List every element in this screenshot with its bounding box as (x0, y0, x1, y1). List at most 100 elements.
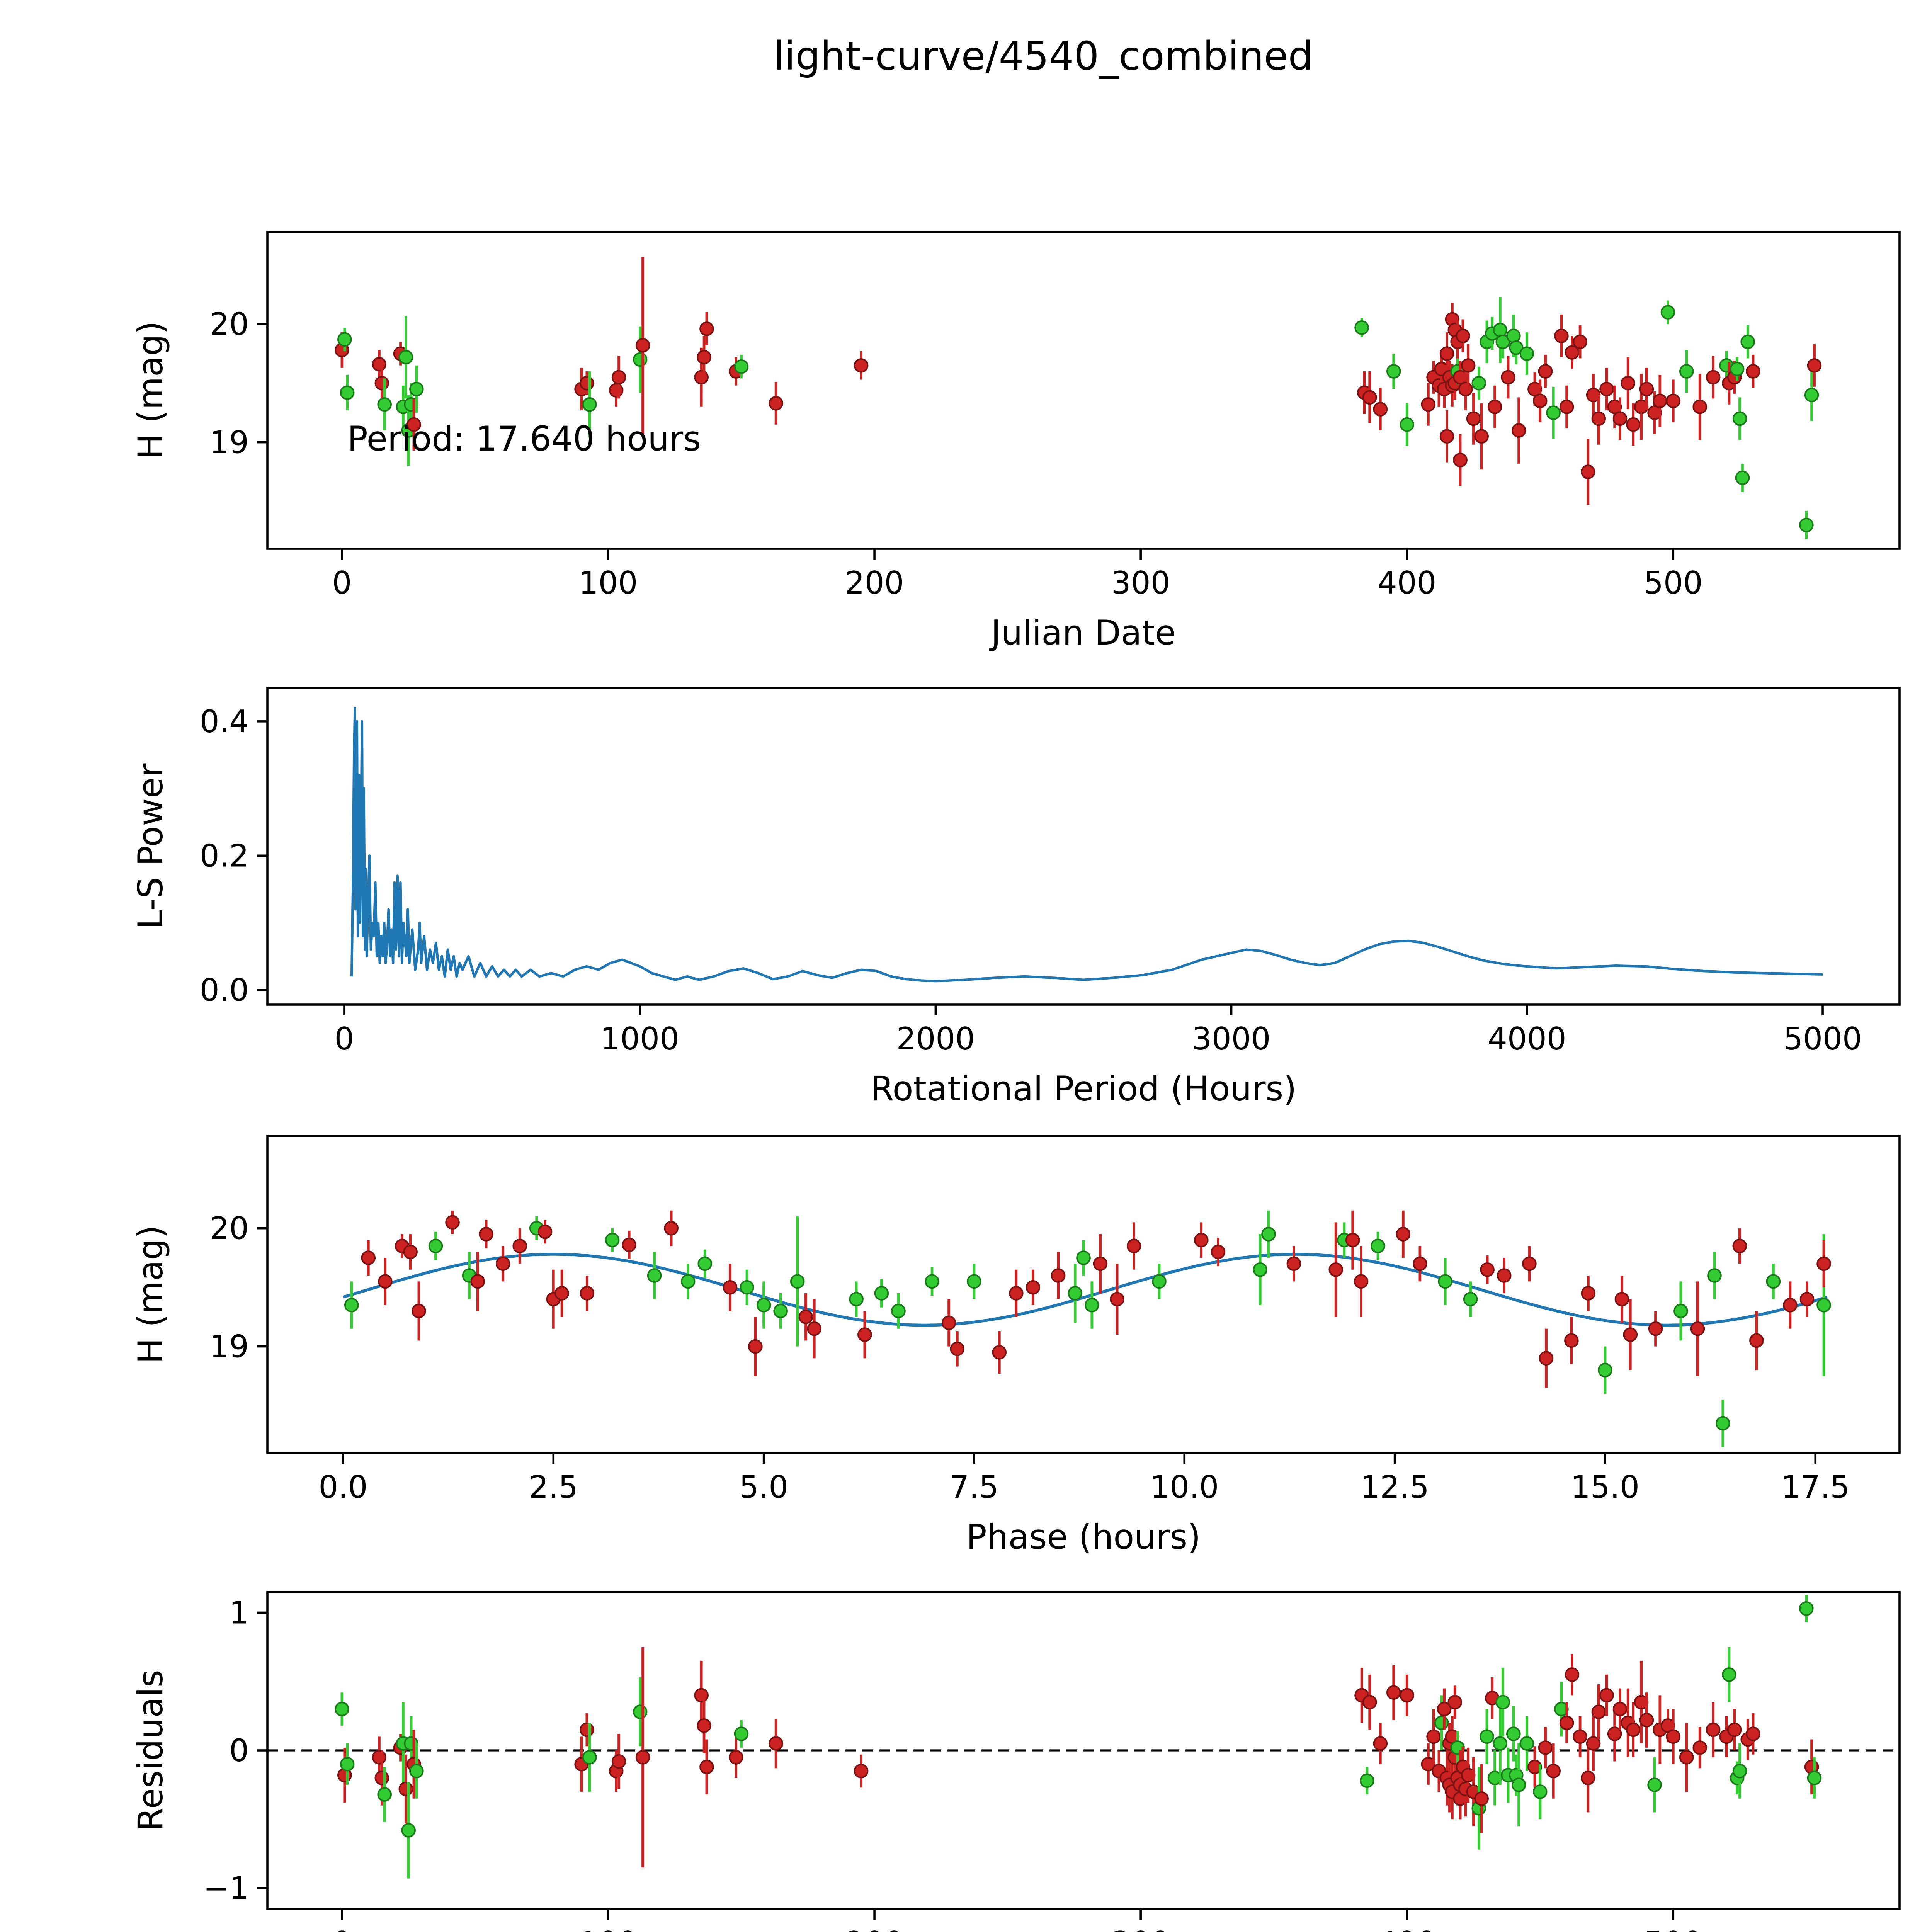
data-point (1480, 1262, 1495, 1277)
data-point (1466, 411, 1481, 426)
data-point (361, 1250, 376, 1265)
x-tick-label: 200 (845, 565, 904, 601)
data-point (1573, 1729, 1587, 1744)
x-tick-label: 100 (579, 1925, 638, 1932)
data-point (1253, 1262, 1268, 1277)
data-point (479, 1227, 493, 1242)
data-point (1532, 393, 1548, 408)
scatter-series (335, 257, 1822, 539)
figure-title: light-curve/4540_combined (773, 33, 1313, 79)
data-point (622, 1237, 637, 1252)
data-point (1493, 1736, 1508, 1751)
data-point (1456, 328, 1470, 344)
y-tick-label: 0.2 (200, 838, 249, 874)
data-point (512, 1238, 527, 1253)
data-point (1511, 423, 1526, 438)
data-point (680, 1274, 696, 1289)
data-point (1598, 1363, 1612, 1378)
data-point (1354, 1274, 1369, 1289)
y-tick-label: 19 (209, 425, 249, 461)
data-point (582, 397, 597, 412)
data-point (377, 1787, 392, 1802)
data-point (849, 1292, 864, 1307)
axes-frame (266, 687, 1901, 1006)
data-point (1621, 376, 1635, 391)
data-point (403, 1245, 418, 1259)
periodogram-line (350, 706, 1823, 983)
data-point (1506, 1726, 1521, 1742)
data-point (697, 350, 711, 365)
x-axis-label: Phase (hours) (966, 1517, 1201, 1557)
data-point (1707, 1268, 1722, 1283)
data-point (1480, 1729, 1494, 1744)
x-tick-label: 1000 (600, 1021, 679, 1057)
data-point (1559, 1715, 1574, 1730)
data-point (874, 1286, 889, 1301)
data-point (1487, 400, 1502, 414)
data-point (537, 1225, 553, 1239)
panel-lightcurve-jd: 0 100 200 300 400 500 19 20 Julian Date H (mag) Pe… (131, 231, 1901, 653)
data-point (1474, 429, 1489, 444)
data-point (1799, 1292, 1815, 1307)
data-point (611, 1754, 626, 1769)
data-point (854, 358, 869, 373)
data-point (1816, 1256, 1831, 1271)
data-point (1607, 1726, 1622, 1742)
axes-frame (266, 231, 1901, 550)
data-point (925, 1274, 939, 1289)
y-tick-label: 0 (229, 1733, 249, 1769)
y-tick-label: 1 (229, 1595, 249, 1631)
data-point (611, 370, 626, 385)
data-point (1807, 1770, 1822, 1786)
data-point (1354, 320, 1369, 335)
data-point (1740, 334, 1755, 349)
data-point (1580, 464, 1595, 479)
data-point (1538, 364, 1553, 379)
data-point (580, 376, 594, 391)
data-point (699, 321, 714, 336)
data-point (790, 1274, 805, 1289)
data-point (1362, 390, 1377, 405)
x-tick-label: 17.5 (1781, 1469, 1850, 1505)
data-point (495, 1256, 510, 1271)
data-point (798, 1310, 813, 1324)
data-point (1026, 1280, 1041, 1295)
data-point (412, 1304, 426, 1318)
y-tick-label: 0.4 (200, 704, 249, 740)
data-point (1328, 1262, 1343, 1277)
data-point (1732, 1238, 1747, 1253)
data-point (1360, 1773, 1374, 1788)
data-point (1647, 1777, 1662, 1792)
data-point (773, 1304, 788, 1318)
data-point (398, 1782, 413, 1796)
data-point (409, 382, 424, 396)
data-point (1799, 518, 1814, 532)
data-point (1413, 1256, 1427, 1271)
data-point (1439, 346, 1454, 361)
y-axis-label: Residuals (131, 1670, 170, 1831)
data-point (1373, 402, 1388, 417)
data-point (1599, 382, 1614, 396)
x-tick-label: 300 (1111, 565, 1170, 601)
data-point (635, 1750, 650, 1765)
sine-fit-curve (342, 1253, 1828, 1327)
y-tick-label: 0.0 (200, 972, 249, 1008)
data-point (378, 1274, 393, 1289)
data-point (694, 1688, 709, 1703)
data-point (1400, 417, 1415, 432)
data-point (335, 1702, 349, 1716)
data-point (1511, 1777, 1526, 1792)
data-point (1506, 328, 1521, 344)
data-point (1573, 334, 1587, 349)
data-point (1538, 1740, 1553, 1755)
data-point (470, 1274, 485, 1289)
x-tick-label: 0.0 (318, 1469, 367, 1505)
data-point (647, 1268, 662, 1283)
y-tick-label: 20 (209, 1211, 249, 1247)
data-point (1735, 470, 1750, 485)
data-point (374, 376, 389, 391)
data-point (1804, 388, 1819, 403)
data-point (1591, 411, 1606, 426)
